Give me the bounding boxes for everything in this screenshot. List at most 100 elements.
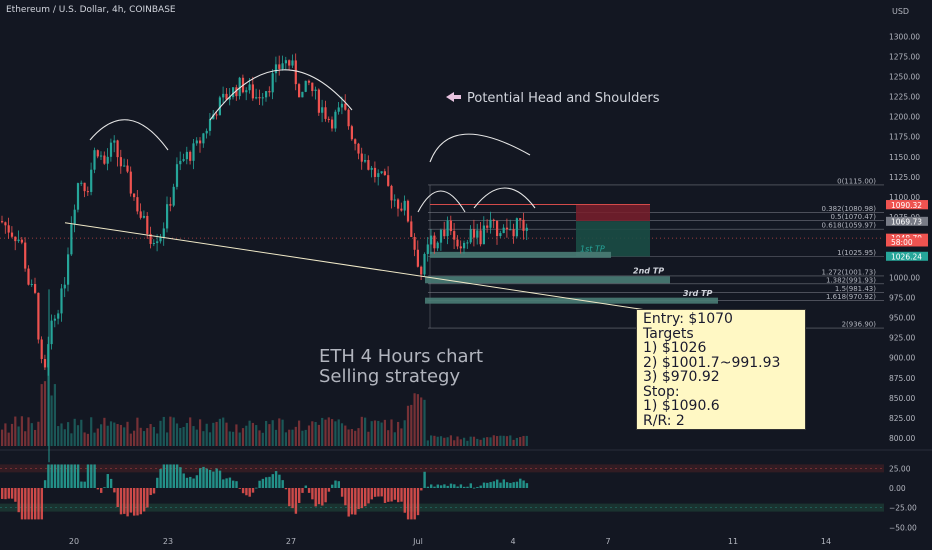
volume-bar bbox=[76, 425, 80, 446]
volume-bar bbox=[169, 416, 172, 446]
candle-body bbox=[123, 165, 126, 167]
price-tick-label: 1275.00 bbox=[889, 52, 920, 61]
volume-bar bbox=[232, 431, 235, 446]
candle-body bbox=[271, 73, 274, 93]
candle-body bbox=[17, 239, 20, 242]
oscillator-bar bbox=[406, 488, 410, 520]
candle-body bbox=[232, 87, 235, 98]
volume-bar bbox=[301, 430, 304, 446]
volume-bar bbox=[288, 429, 291, 446]
price-tick-label: 850.00 bbox=[889, 394, 915, 403]
candle-body bbox=[354, 139, 357, 144]
price-tag bbox=[886, 251, 928, 261]
candle-body bbox=[373, 167, 377, 177]
volume-bar bbox=[314, 422, 317, 446]
candle-body bbox=[7, 225, 10, 233]
oscillator-bar bbox=[449, 483, 453, 488]
volume-bar bbox=[113, 422, 116, 446]
oscillator-bar bbox=[360, 488, 364, 509]
volume-bar bbox=[182, 426, 185, 446]
oscillator-bar bbox=[116, 488, 119, 508]
candle-body bbox=[70, 224, 73, 255]
volume-bar bbox=[10, 423, 14, 446]
volume-bar bbox=[37, 421, 40, 446]
oscillator-bar bbox=[347, 488, 350, 517]
volume-bar bbox=[350, 429, 353, 446]
candle-body bbox=[208, 119, 212, 131]
candle-body bbox=[284, 60, 287, 64]
volume-bar bbox=[472, 436, 476, 446]
volume-bar bbox=[354, 430, 357, 446]
oscillator-bar bbox=[86, 464, 90, 488]
volume-bar bbox=[96, 428, 99, 446]
oscillator-bar bbox=[469, 483, 472, 488]
candle-body bbox=[10, 232, 14, 237]
volume-bar bbox=[175, 423, 179, 446]
volume-bar bbox=[492, 435, 495, 446]
currency-label: USD bbox=[892, 7, 909, 16]
osc-tick-label: 0.00 bbox=[889, 484, 906, 493]
arrow-left-icon bbox=[446, 92, 461, 102]
volume-bar bbox=[245, 425, 248, 446]
volume-bar bbox=[7, 432, 10, 446]
oscillator-bar bbox=[195, 475, 199, 488]
volume-bar bbox=[268, 424, 271, 446]
oscillator-bar bbox=[459, 484, 463, 488]
volume-bar bbox=[340, 423, 344, 446]
oscillator-bar bbox=[215, 468, 218, 488]
volume-bar bbox=[225, 422, 228, 446]
note-line: Stop: bbox=[643, 383, 680, 400]
candle-body bbox=[76, 183, 80, 210]
candle-body bbox=[103, 155, 106, 164]
oscillator-bar bbox=[383, 488, 387, 503]
candle-body bbox=[340, 103, 344, 108]
oscillator-bar bbox=[162, 464, 166, 488]
oscillator-bar bbox=[416, 488, 420, 516]
oscillator-bar bbox=[496, 479, 499, 488]
volume-bar bbox=[459, 439, 462, 446]
oscillator-bar bbox=[179, 467, 182, 488]
fib-level-label: 1(1025.95) bbox=[837, 249, 876, 257]
oscillator-bar bbox=[515, 481, 519, 488]
volume-bar bbox=[449, 435, 452, 446]
candle-body bbox=[443, 229, 446, 237]
volume-bar bbox=[100, 424, 103, 446]
oscillator-bar bbox=[185, 477, 189, 488]
oscillator-bar bbox=[235, 481, 238, 488]
volume-bar bbox=[156, 433, 159, 446]
volume-bar bbox=[505, 436, 509, 446]
price-tick-label: 1200.00 bbox=[889, 113, 920, 122]
oscillator-bar bbox=[1, 488, 4, 499]
candle-body bbox=[317, 89, 320, 113]
candle-body bbox=[129, 171, 132, 194]
oscillator-bar bbox=[67, 464, 70, 488]
volume-bar bbox=[360, 416, 363, 446]
volume-bar bbox=[265, 420, 268, 446]
oscillator-bar bbox=[261, 478, 265, 488]
volume-bar bbox=[373, 420, 377, 446]
oscillator-bar bbox=[30, 488, 34, 520]
oscillator-bar bbox=[4, 488, 7, 500]
candle-body bbox=[228, 97, 231, 100]
oscillator-bar bbox=[439, 485, 443, 488]
price-tag-label: 58:00 bbox=[891, 238, 913, 247]
candle-body bbox=[496, 220, 499, 236]
tp1-label: 1st TP bbox=[580, 245, 605, 254]
note-line: 2) $1001.7~991.93 bbox=[643, 354, 781, 371]
oscillator-bar bbox=[354, 488, 357, 515]
volume-bar bbox=[446, 437, 449, 446]
oscillator-bar bbox=[301, 488, 304, 493]
oscillator-bar bbox=[337, 481, 340, 488]
volume-bar bbox=[311, 421, 314, 446]
candle-body bbox=[119, 157, 122, 167]
time-tick-label: 11 bbox=[728, 537, 738, 546]
volume-bar bbox=[189, 417, 192, 446]
candle-body bbox=[446, 220, 449, 237]
time-tick-label: 7 bbox=[605, 537, 610, 546]
fib-level-label: 0.382(1080.98) bbox=[822, 205, 877, 213]
oscillator-bar bbox=[255, 487, 258, 489]
oscillator-bar bbox=[10, 488, 14, 499]
oscillator-bar bbox=[373, 488, 377, 497]
candle-body bbox=[126, 165, 129, 172]
oscillator-bar bbox=[175, 464, 179, 488]
